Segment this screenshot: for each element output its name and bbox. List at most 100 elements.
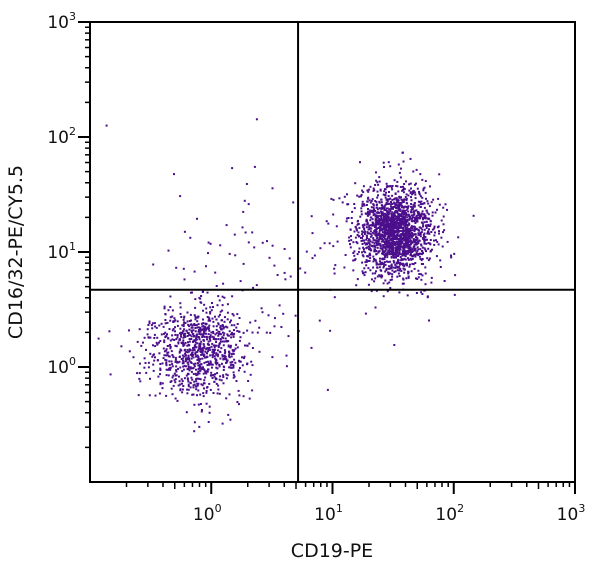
data-point [169,381,172,383]
data-point [204,328,207,331]
data-point [419,217,422,220]
data-point [165,374,168,377]
data-point [149,336,152,339]
data-point [362,248,365,251]
data-point [400,167,402,170]
data-point [152,369,155,372]
data-point [238,339,241,342]
data-point [221,340,224,343]
data-point [164,358,167,361]
data-point [181,382,183,385]
data-point [423,235,426,238]
data-point [379,235,382,238]
data-point [369,257,372,260]
data-point [157,375,160,378]
data-point [182,344,185,347]
data-point [380,219,383,222]
data-point [184,360,187,363]
data-point [423,238,426,241]
data-point [371,198,374,201]
data-point [431,211,434,214]
data-point [409,252,412,255]
data-point [392,224,395,227]
data-point [403,271,406,274]
data-point [387,228,390,231]
data-point [376,236,379,239]
data-point [177,367,179,370]
data-point [310,346,313,349]
data-point [413,230,416,233]
data-point [422,252,424,254]
data-point [198,364,201,367]
data-point [379,269,382,272]
data-point [231,349,234,352]
data-point [206,360,209,363]
data-point [440,219,443,222]
data-point [364,261,367,264]
data-point [405,197,408,200]
data-point [216,372,219,375]
data-point [209,339,212,342]
data-point [387,216,390,219]
data-point [423,228,426,231]
data-point [155,341,158,344]
data-point [412,203,415,206]
data-point [400,215,403,218]
data-point [446,240,449,243]
data-point [393,202,396,205]
data-point [199,346,202,349]
data-point [333,272,336,275]
data-point [160,322,163,325]
data-point [374,210,377,212]
data-point [352,259,355,262]
data-point [165,349,168,352]
data-point [193,340,196,342]
data-point [402,187,405,190]
data-point [405,277,408,280]
data-point [206,386,209,388]
data-point [403,251,406,254]
data-point [193,346,196,349]
data-point [238,394,241,397]
data-point [183,349,186,352]
data-point [413,267,416,270]
data-point [212,332,215,335]
data-point [394,270,397,273]
data-point [374,239,377,242]
data-point [391,245,393,248]
data-point [380,216,383,219]
data-point [175,345,178,348]
data-point [221,331,224,334]
data-point [358,226,361,229]
data-point [392,266,395,269]
data-point [202,334,205,337]
data-point [412,216,414,219]
data-point [188,328,191,331]
data-point [239,360,242,363]
data-point [393,236,396,239]
data-point [389,218,392,220]
data-point [253,246,256,249]
data-point [396,200,399,203]
data-point [409,215,412,218]
data-point [414,197,417,200]
data-point [176,399,179,402]
data-point [108,330,111,333]
data-point [411,225,413,228]
data-point [188,357,191,360]
data-point [355,241,358,243]
data-point [197,368,200,370]
data-point [200,295,203,297]
data-point [249,373,252,376]
data-point [399,268,402,271]
data-point [341,201,344,204]
data-point [367,214,369,217]
data-point [216,353,219,356]
data-point [393,271,396,273]
data-point [373,208,376,211]
data-point [158,352,161,355]
data-point [419,173,422,176]
data-point [424,191,427,194]
data-point [369,235,372,238]
data-point [193,430,196,433]
